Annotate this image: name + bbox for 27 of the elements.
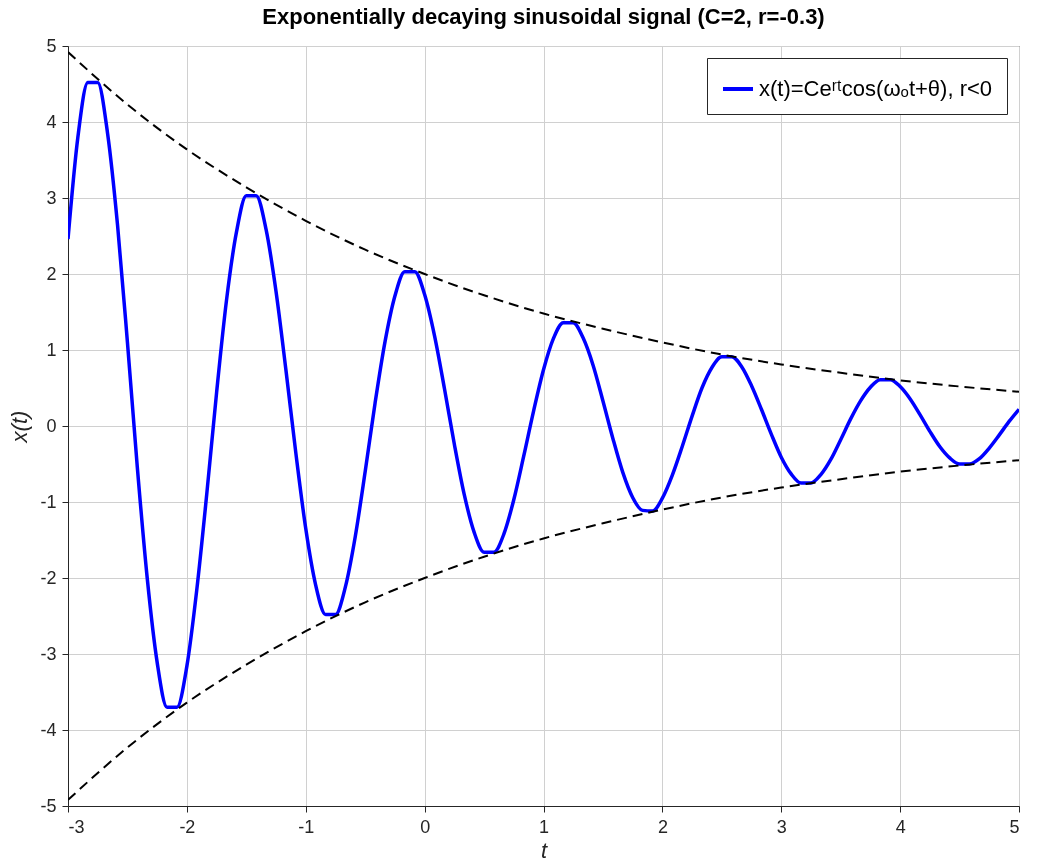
- x-axis-title: t: [540, 837, 548, 863]
- y-axis-title: x(t): [7, 410, 33, 444]
- y-tick-label: 0: [46, 415, 57, 436]
- chart-title: Exponentially decaying sinusoidal signal (C=2, r=-0.3): [262, 4, 825, 29]
- y-tick-label: 5: [46, 35, 57, 56]
- x-tick-label: 5: [1009, 816, 1020, 837]
- x-tick-label: 4: [895, 816, 906, 837]
- line-series: [68, 459, 1019, 801]
- x-tick-label: 2: [657, 816, 668, 837]
- x-tick-label: 0: [420, 816, 431, 837]
- legend-label: x(t)=Ceʳᵗcos(ωₒt+θ), r<0: [759, 76, 993, 101]
- x-tick-label: 1: [538, 816, 550, 837]
- line-series: [68, 51, 1019, 393]
- x-tick-label: -1: [298, 816, 315, 837]
- y-tick-label: 3: [46, 187, 57, 208]
- y-tick-label: -1: [40, 491, 57, 512]
- x-tick-label: -3: [68, 816, 85, 837]
- y-tick-label: 2: [46, 263, 57, 284]
- y-tick-label: -5: [40, 795, 57, 816]
- y-tick-label: 1: [46, 339, 57, 360]
- x-tick-label: -2: [179, 816, 196, 837]
- y-tick-label: 4: [46, 111, 57, 132]
- y-tick-label: -3: [40, 643, 57, 664]
- line-series: [68, 80, 1019, 709]
- y-tick-label: -4: [40, 719, 57, 740]
- x-tick-label: 3: [776, 816, 787, 837]
- y-tick-label: -2: [40, 567, 57, 588]
